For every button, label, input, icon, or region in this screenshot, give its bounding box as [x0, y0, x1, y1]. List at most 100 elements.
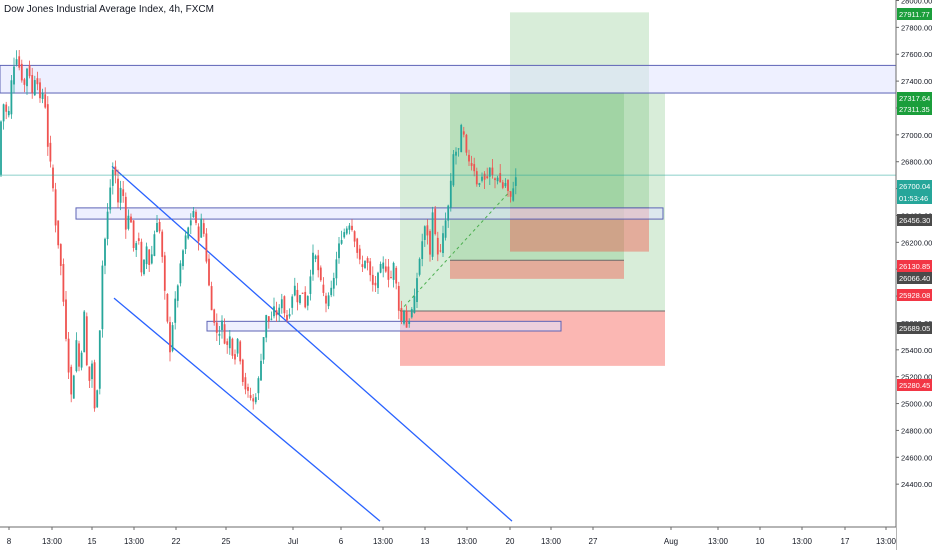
candle-body: [416, 278, 418, 303]
candle-body: [10, 80, 13, 115]
candle-body: [403, 310, 405, 324]
candle-body: [221, 320, 223, 330]
price-label-tag: [897, 103, 932, 115]
time-tick-label: 13:00: [708, 537, 729, 546]
candle-body: [468, 154, 470, 162]
time-tick-label: 6: [339, 537, 344, 546]
candle-body: [340, 240, 343, 244]
candle-body: [83, 311, 86, 353]
candle-body: [330, 287, 333, 296]
candle-body: [59, 244, 62, 266]
candle-body: [234, 354, 236, 360]
candle-body: [507, 179, 509, 191]
candle-body: [247, 386, 249, 391]
price-tick-label: 27800.00: [901, 23, 932, 32]
price-tick-label: 27600.00: [901, 50, 932, 59]
candle-body: [374, 282, 377, 286]
candle-body: [429, 231, 431, 255]
long-position-2-profit-area: [450, 92, 624, 261]
candle-body: [397, 285, 400, 311]
candle-body: [28, 65, 31, 77]
candle-body: [148, 249, 151, 265]
candle-body: [439, 250, 442, 252]
candle-body: [163, 255, 166, 291]
candle-body: [390, 277, 392, 279]
candle-body: [286, 314, 288, 321]
candle-body: [444, 220, 447, 238]
price-label-tag: [897, 322, 932, 334]
candle-body: [369, 261, 372, 276]
candle-body: [143, 259, 145, 275]
candle-body: [260, 360, 262, 381]
candle-body: [210, 286, 213, 311]
candle-body: [309, 276, 312, 294]
candle-body: [257, 378, 260, 394]
candle-body: [322, 284, 325, 293]
candle-body: [405, 311, 408, 328]
candle-body: [283, 296, 286, 314]
candle-body: [319, 267, 322, 281]
candle-body: [442, 233, 444, 254]
candle-body: [299, 295, 301, 304]
candle-body: [23, 79, 26, 85]
candle-body: [317, 255, 320, 271]
time-tick-label: 25: [222, 537, 231, 546]
candle-body: [101, 265, 104, 330]
time-tick-label: 13:00: [373, 537, 394, 546]
candle-body: [296, 289, 299, 303]
candle-body: [491, 167, 494, 176]
candle-body: [270, 318, 273, 320]
candle-body: [501, 182, 504, 188]
candle-body: [486, 176, 489, 178]
candle-body: [483, 173, 486, 180]
candle-body: [366, 258, 369, 263]
price-tick-label: 24800.00: [901, 426, 932, 435]
candle-body: [358, 248, 361, 260]
candle-body: [348, 225, 351, 230]
candle-body: [249, 395, 252, 399]
price-label-text: 26700.04: [899, 182, 930, 191]
candle-body: [447, 205, 450, 221]
time-tick-label: 13:00: [42, 537, 63, 546]
price-tick-label: 25400.00: [901, 346, 932, 355]
time-tick-label: 13:00: [457, 537, 478, 546]
candle-body: [408, 321, 411, 324]
candle-body: [36, 78, 39, 85]
channel-line-1: [111, 165, 513, 522]
candle-body: [239, 341, 242, 362]
candle-body: [345, 228, 348, 234]
candle-body: [241, 359, 244, 382]
time-tick-label: 20: [506, 537, 515, 546]
candle-body: [67, 338, 70, 373]
candle-body: [39, 82, 41, 99]
candle-body: [470, 163, 473, 166]
candle-body: [31, 75, 34, 93]
candle-body: [114, 166, 117, 176]
price-tick-label: 27400.00: [901, 77, 932, 86]
candle-body: [65, 299, 67, 339]
candle-body: [306, 296, 309, 306]
candle-body: [379, 263, 382, 273]
candle-body: [150, 254, 153, 264]
candle-body: [384, 266, 387, 272]
candle-body: [462, 131, 465, 135]
candle-body: [15, 59, 18, 65]
candle-body: [104, 238, 106, 266]
candle-body: [215, 322, 218, 333]
candle-body: [2, 104, 5, 122]
candle-body: [213, 309, 216, 323]
candle-body: [156, 223, 158, 233]
candle-body: [226, 341, 229, 345]
candle-body: [161, 231, 164, 257]
candle-body: [488, 167, 491, 177]
time-axis: 8 13:00 15 13:00 22 25 Jul 6 13:00 13 13:00 20 13:00…: [0, 526, 897, 550]
candle-body: [252, 398, 255, 402]
candle-body: [49, 142, 52, 162]
price-label-tag: [897, 272, 932, 284]
candle-body: [304, 291, 307, 308]
candle-body: [262, 337, 265, 360]
time-tick-label: 17: [841, 537, 850, 546]
channel-line-2: [113, 297, 381, 522]
